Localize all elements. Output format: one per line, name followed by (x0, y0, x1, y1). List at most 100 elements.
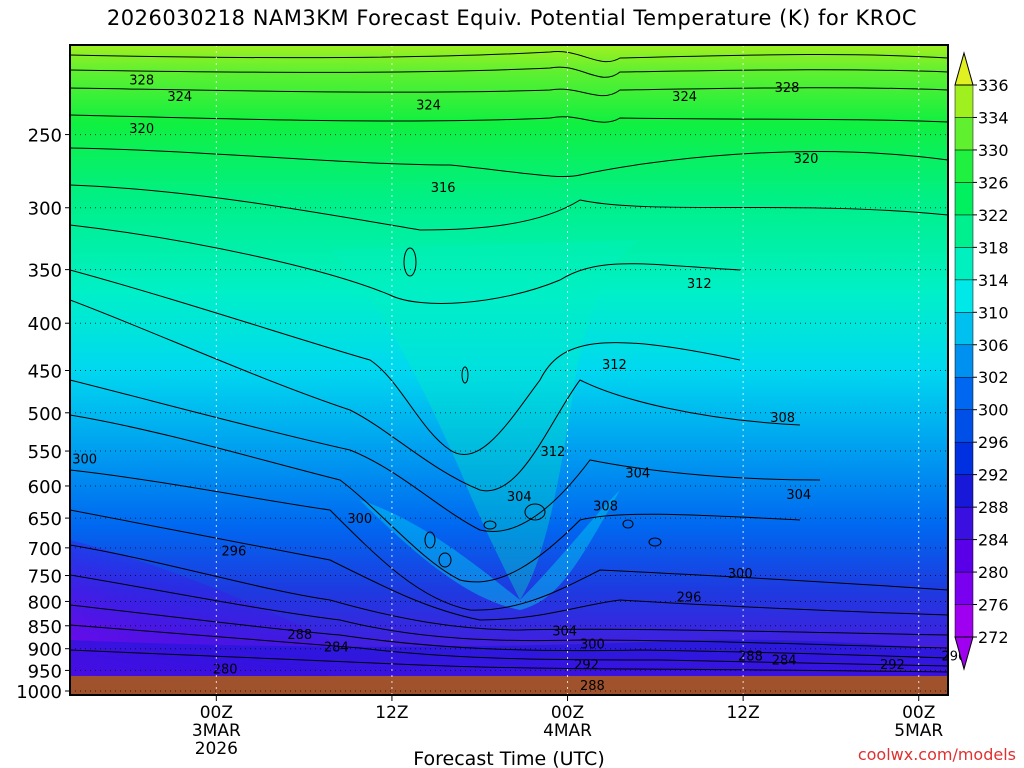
colorbar-swatch (954, 312, 974, 346)
y-tick-label: 850 (28, 617, 62, 638)
contour-label: 304 (786, 488, 811, 503)
y-tick-label: 950 (28, 661, 62, 682)
contour-label: 292 (574, 658, 599, 673)
contour-label: 312 (540, 445, 565, 460)
y-tick-label: 700 (28, 539, 62, 560)
colorbar-swatch (954, 247, 974, 281)
colorbar-swatch (954, 409, 974, 443)
x-tick-label: 00Z (902, 703, 935, 723)
x-tick-label: 5MAR (894, 721, 943, 741)
contour-label: 308 (593, 500, 618, 515)
colorbar-top-arrow (954, 51, 974, 86)
colorbar-label: 336 (978, 76, 1009, 95)
y-tick-label: 800 (28, 592, 62, 613)
colorbar-swatch (954, 84, 974, 118)
y-tick-label: 900 (28, 640, 62, 661)
contour-labels: 328 324 324 324 328 320 320 316 312 312 312 308 308 3… (72, 74, 966, 694)
contour-label: 300 (347, 512, 372, 527)
contour-label: 320 (794, 152, 819, 167)
colorbar-swatch (954, 214, 974, 248)
contour-label: 288 (287, 628, 312, 643)
colorbar-label: 284 (978, 531, 1009, 550)
y-tick-label: 450 (28, 361, 62, 382)
x-tick-label: 12Z (726, 703, 759, 723)
colorbar-bottom-arrow (954, 636, 974, 671)
credit-link[interactable]: coolwx.com/models (857, 745, 1016, 764)
colorbar-swatch (954, 117, 974, 151)
colorbar-swatch (954, 474, 974, 508)
y-tick-label: 650 (28, 509, 62, 530)
colorbar-label: 296 (978, 433, 1009, 452)
chart-title: 2026030218 NAM3KM Forecast Equiv. Potent… (106, 6, 918, 30)
colorbar-swatch (954, 506, 974, 540)
contour-label: 300 (72, 452, 97, 467)
contour-label: 304 (625, 466, 650, 481)
y-tick-label: 250 (28, 126, 62, 147)
moist-pocket (360, 490, 620, 610)
contour-label: 296 (677, 590, 702, 605)
surface-cold-layer (70, 639, 948, 680)
contour-label: 300 (580, 637, 605, 652)
colorbar-swatch (954, 279, 974, 313)
x-tick-label: 3MAR (192, 721, 241, 741)
contour-label: 316 (431, 181, 456, 196)
colorbar-label: 310 (978, 303, 1009, 322)
contour-label: 280 (213, 662, 238, 677)
colorbar-label: 280 (978, 563, 1009, 582)
colorbar-swatch (954, 182, 974, 216)
ground-surface (70, 676, 948, 695)
y-tick-label: 550 (28, 442, 62, 463)
x-tick-label: 12Z (375, 703, 408, 723)
x-tick-label: 00Z (551, 703, 584, 723)
y-tick-label: 750 (28, 567, 62, 588)
x-axis-label: Forecast Time (UTC) (413, 748, 604, 768)
y-tick-label: 400 (28, 314, 62, 335)
colorbar-label: 318 (978, 238, 1009, 257)
contour-lines (70, 51, 948, 673)
theta-trough (330, 240, 640, 600)
contour-label: 328 (129, 74, 154, 89)
y-tick-label: 600 (28, 477, 62, 498)
contour-label: 288 (580, 679, 605, 694)
colorbar-label: 292 (978, 466, 1009, 485)
y-tick-label: 500 (28, 404, 62, 425)
colorbar-swatch (954, 571, 974, 605)
contour-label: 320 (129, 122, 154, 137)
gridlines (70, 45, 948, 695)
contour-label: 312 (602, 358, 627, 373)
y-axis: 2503003504004505005506006507007508008509… (16, 126, 70, 703)
contour-label: 292 (880, 658, 905, 673)
x-tick-label: 2026 (195, 739, 238, 759)
contour-label: 308 (770, 411, 795, 426)
contour-label: 296 (221, 545, 246, 560)
y-tick-label: 1000 (16, 682, 62, 703)
colorbar-swatch (954, 604, 974, 638)
contour-label: 288 (738, 649, 763, 664)
colorbar-label: 326 (978, 173, 1009, 192)
colorbar-swatch (954, 149, 974, 183)
colorbar-label: 300 (978, 401, 1009, 420)
colorbar-label: 334 (978, 108, 1009, 127)
contour-label: 304 (507, 490, 532, 505)
colorbar: 272 276 280 284 288 292 296 300 302 306 310 314 318 3… (954, 51, 1009, 671)
contour-label: 328 (775, 81, 800, 96)
colorbar-swatch (954, 441, 974, 475)
colorbar-label: 314 (978, 271, 1009, 290)
plot-area (70, 45, 948, 695)
colorbar-swatch (954, 376, 974, 410)
y-tick-label: 350 (28, 261, 62, 282)
contour-label: 324 (416, 99, 441, 114)
colorbar-label: 302 (978, 368, 1009, 387)
contour-label: 312 (687, 277, 712, 292)
contour-label: 300 (728, 567, 753, 582)
x-tick-label: 4MAR (543, 721, 592, 741)
contour-label: 284 (324, 640, 349, 655)
colorbar-swatch (954, 344, 974, 378)
colorbar-label: 272 (978, 628, 1009, 647)
contour-label: 284 (772, 654, 797, 669)
y-tick-label: 300 (28, 199, 62, 220)
colorbar-label: 276 (978, 596, 1009, 615)
colorbar-label: 288 (978, 498, 1009, 517)
contour-label: 324 (672, 90, 697, 105)
